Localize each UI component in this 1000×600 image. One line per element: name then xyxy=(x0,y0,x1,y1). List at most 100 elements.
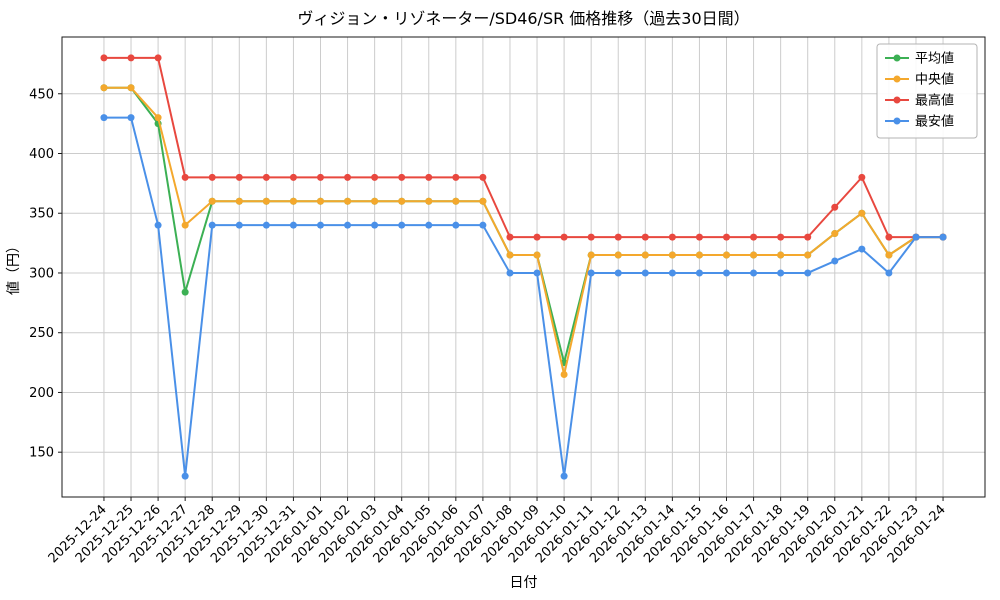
y-tick-label: 300 xyxy=(29,266,54,281)
data-point xyxy=(885,251,893,259)
data-point xyxy=(316,173,324,181)
data-point xyxy=(668,269,676,277)
data-point xyxy=(479,221,487,229)
data-point xyxy=(641,251,649,259)
data-point xyxy=(695,233,703,241)
data-point xyxy=(262,173,270,181)
data-point xyxy=(614,233,622,241)
data-point xyxy=(316,197,324,205)
data-point xyxy=(506,269,514,277)
y-axis-ticks: 150 200 250 300 350 400 450 xyxy=(29,87,62,461)
series-line xyxy=(102,86,945,376)
data-point xyxy=(912,233,920,241)
legend-marker-icon xyxy=(893,75,901,83)
data-point xyxy=(425,197,433,205)
y-tick-label: 200 xyxy=(29,386,54,401)
data-point xyxy=(425,173,433,181)
data-point xyxy=(614,251,622,259)
data-point xyxy=(452,197,460,205)
data-point xyxy=(831,203,839,211)
data-point xyxy=(831,230,839,238)
data-point xyxy=(695,251,703,259)
data-point xyxy=(154,221,162,229)
y-tick-label: 450 xyxy=(29,87,54,102)
legend-item: 最高値 xyxy=(885,93,954,109)
data-point xyxy=(479,173,487,181)
data-point xyxy=(100,114,108,122)
data-point xyxy=(506,233,514,241)
data-point xyxy=(777,269,785,277)
gridlines xyxy=(62,37,985,497)
series-lowest xyxy=(100,114,947,480)
data-point xyxy=(479,197,487,205)
y-tick-label: 400 xyxy=(29,147,54,162)
data-point xyxy=(533,233,541,241)
x-axis-label: 日付 xyxy=(510,575,538,591)
data-point xyxy=(858,245,866,253)
legend-item: 最安値 xyxy=(885,114,954,130)
data-point xyxy=(181,288,189,296)
data-point xyxy=(289,173,297,181)
data-point xyxy=(885,269,893,277)
data-point xyxy=(533,251,541,259)
data-point xyxy=(831,257,839,265)
data-point xyxy=(371,221,379,229)
data-point xyxy=(750,251,758,259)
data-point xyxy=(398,197,406,205)
data-point xyxy=(262,221,270,229)
data-point xyxy=(344,221,352,229)
data-point xyxy=(235,197,243,205)
legend-item: 平均値 xyxy=(885,51,954,67)
data-point xyxy=(398,173,406,181)
data-point xyxy=(344,173,352,181)
data-point xyxy=(235,173,243,181)
data-point xyxy=(154,114,162,122)
y-tick-label: 350 xyxy=(29,207,54,222)
data-point xyxy=(587,269,595,277)
legend-marker-icon xyxy=(893,54,901,62)
data-point xyxy=(641,269,649,277)
data-point xyxy=(208,173,216,181)
data-point xyxy=(452,173,460,181)
data-point xyxy=(154,54,162,62)
legend-box xyxy=(876,43,978,139)
data-point xyxy=(506,251,514,259)
data-point xyxy=(858,209,866,217)
data-point xyxy=(560,472,568,480)
data-point xyxy=(181,472,189,480)
chart-title: ヴィジョン・リゾネーター/SD46/SR 価格推移（過去30日間） xyxy=(297,9,749,28)
data-point xyxy=(804,269,812,277)
data-point xyxy=(398,221,406,229)
data-point xyxy=(127,84,135,92)
series-line xyxy=(102,56,945,239)
data-point xyxy=(181,173,189,181)
data-point xyxy=(723,251,731,259)
data-point xyxy=(885,233,893,241)
data-point xyxy=(100,84,108,92)
data-point xyxy=(668,251,676,259)
data-point xyxy=(587,233,595,241)
y-tick-label: 250 xyxy=(29,326,54,341)
data-point xyxy=(587,251,595,259)
legend-marker-icon xyxy=(893,96,901,104)
data-point xyxy=(750,269,758,277)
legend-label: 中央値 xyxy=(915,72,954,88)
data-point xyxy=(208,197,216,205)
data-point xyxy=(289,197,297,205)
data-point xyxy=(344,197,352,205)
data-point xyxy=(127,114,135,122)
data-point xyxy=(560,371,568,379)
data-point xyxy=(777,233,785,241)
legend-label: 平均値 xyxy=(915,51,954,67)
data-point xyxy=(371,173,379,181)
legend-label: 最安値 xyxy=(915,114,954,130)
data-point xyxy=(452,221,460,229)
data-point xyxy=(371,197,379,205)
data-point xyxy=(750,233,758,241)
plot-border xyxy=(61,36,986,498)
y-axis-label: 値（円） xyxy=(6,239,22,295)
data-point xyxy=(723,233,731,241)
data-point xyxy=(858,173,866,181)
